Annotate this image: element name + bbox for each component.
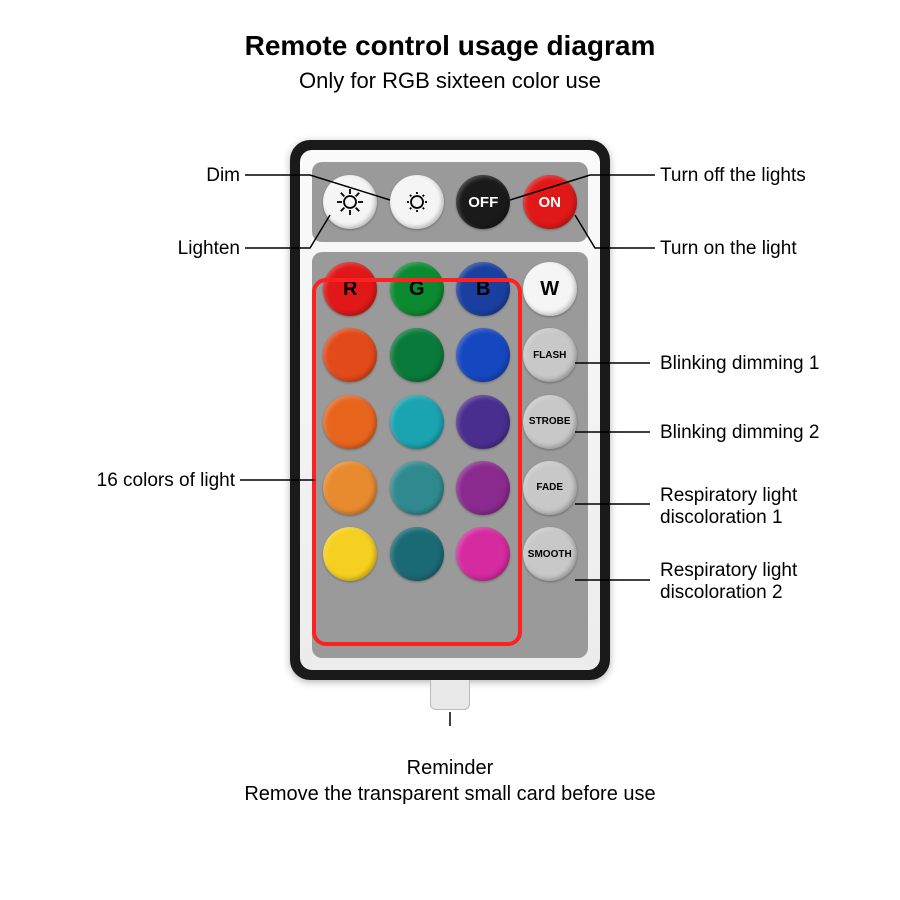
b-button[interactable]: B xyxy=(456,262,510,316)
strobe-button[interactable]: STROBE xyxy=(523,395,577,449)
color-b4[interactable] xyxy=(456,461,510,515)
dim-button[interactable] xyxy=(390,175,444,229)
color-r5[interactable] xyxy=(323,527,377,581)
color-b5[interactable] xyxy=(456,527,510,581)
reminder-text: Remove the transparent small card before… xyxy=(0,781,900,807)
callout-flash: Blinking dimming 1 xyxy=(660,353,819,375)
callout-fade: Respiratory lightdiscoloration 1 xyxy=(660,485,797,529)
r-button[interactable]: R xyxy=(323,262,377,316)
remote-wrap: OFFON RGBW FLASH STROBE FADE SMOOTH xyxy=(290,140,610,680)
remote-case: OFFON RGBW FLASH STROBE FADE SMOOTH xyxy=(290,140,610,680)
color-b3[interactable] xyxy=(456,395,510,449)
color-g4[interactable] xyxy=(390,461,444,515)
battery-tab xyxy=(430,680,470,710)
main-panel: RGBW FLASH STROBE FADE SMOOTH xyxy=(312,252,588,658)
off-button[interactable]: OFF xyxy=(456,175,510,229)
page-subtitle: Only for RGB sixteen color use xyxy=(0,68,900,94)
reminder-title: Reminder xyxy=(0,755,900,781)
callout-off: Turn off the lights xyxy=(660,165,806,187)
callout-dim: Dim xyxy=(206,165,240,187)
callout-smooth: Respiratory lightdiscoloration 2 xyxy=(660,560,797,604)
g-button[interactable]: G xyxy=(390,262,444,316)
color-b2[interactable] xyxy=(456,328,510,382)
on-button[interactable]: ON xyxy=(523,175,577,229)
top-panel: OFFON xyxy=(312,162,588,242)
fade-button[interactable]: FADE xyxy=(523,461,577,515)
lighten-button[interactable] xyxy=(323,175,377,229)
sun-icon xyxy=(402,187,432,217)
callout-colors16: 16 colors of light xyxy=(97,470,235,492)
color-g2[interactable] xyxy=(390,328,444,382)
smooth-button[interactable]: SMOOTH xyxy=(523,527,577,581)
remote-face: OFFON RGBW FLASH STROBE FADE SMOOTH xyxy=(300,150,600,670)
color-r3[interactable] xyxy=(323,395,377,449)
page-title: Remote control usage diagram xyxy=(0,0,900,62)
flash-button[interactable]: FLASH xyxy=(523,328,577,382)
w-button[interactable]: W xyxy=(523,262,577,316)
color-r4[interactable] xyxy=(323,461,377,515)
color-r2[interactable] xyxy=(323,328,377,382)
color-g5[interactable] xyxy=(390,527,444,581)
callout-on: Turn on the light xyxy=(660,238,797,260)
callout-strobe: Blinking dimming 2 xyxy=(660,422,819,444)
callout-lighten: Lighten xyxy=(178,238,240,260)
sun-icon xyxy=(335,187,365,217)
color-g3[interactable] xyxy=(390,395,444,449)
bottom-reminder: Reminder Remove the transparent small ca… xyxy=(0,755,900,807)
